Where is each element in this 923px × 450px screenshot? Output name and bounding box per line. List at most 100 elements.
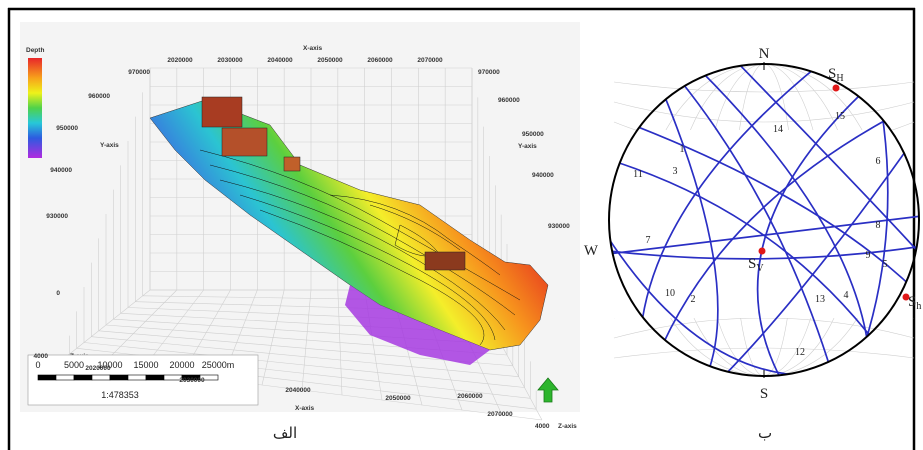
net-parallel (613, 347, 915, 359)
sh-max-label: SH (828, 66, 844, 84)
plane-label: 4 (844, 290, 849, 301)
y-tick-label: 970000 (478, 69, 500, 76)
plane-label: 9 (866, 250, 871, 261)
x-tick-label: 2030000 (217, 57, 243, 64)
scale-segment (109, 374, 129, 381)
fault-block (221, 127, 268, 157)
model-body (149, 99, 549, 351)
y-tick-label: 930000 (46, 213, 68, 220)
y-tick-label: 960000 (498, 97, 520, 104)
model-base (345, 285, 490, 365)
x-axis-title: X-axis (303, 45, 323, 52)
scale-label: 25000m (202, 360, 235, 370)
fault-block (283, 156, 301, 172)
stress-point (758, 247, 766, 255)
legend-title: Depth (26, 47, 44, 54)
panel-a: Depth X-axis X-axis Y-axis Y-axis Z-axis… (20, 22, 580, 442)
z-tick-label: 4000 (535, 423, 550, 430)
caption: الف (273, 424, 297, 442)
x-tick-label: 2070000 (417, 57, 443, 64)
great-circle (679, 79, 851, 376)
scale-segment (91, 374, 111, 381)
scale-bar: 0 5000 10000 15000 20000 25000m (35, 360, 235, 381)
frame (7, 7, 916, 450)
great-circle (849, 99, 889, 376)
y-tick-label: 970000 (128, 69, 150, 76)
great-circle (609, 244, 919, 260)
plane-label: 5 (883, 259, 888, 270)
sv-label: SV (748, 256, 764, 274)
net-meridian (673, 63, 855, 377)
y-axis-title: Y-axis (518, 143, 537, 150)
scale-label: 20000 (169, 360, 194, 370)
plane-label: 7 (646, 235, 651, 246)
scale-ratio: 1:478353 (101, 390, 139, 400)
scale-segment (37, 374, 57, 381)
south-label: S (760, 386, 768, 402)
scale-segment (73, 374, 93, 381)
net-parallel (613, 121, 915, 153)
plane-label: 14 (773, 124, 783, 135)
y-tick-label: 940000 (50, 167, 72, 174)
z-axis-title: Z-axis (558, 423, 577, 430)
great-circle (659, 84, 719, 376)
scale-label: 15000 (133, 360, 158, 370)
depth-colorbar (28, 58, 42, 158)
y-tick-label: 960000 (88, 93, 110, 100)
scale-segment (199, 374, 219, 381)
great-circle (714, 144, 911, 376)
great-circle (756, 94, 861, 376)
contours (199, 149, 521, 346)
x-tick-label: 2050000 (317, 57, 343, 64)
plane-label: 2 (691, 294, 696, 305)
north-arrow (537, 377, 559, 403)
scale-segment (127, 374, 147, 381)
stress-point (902, 293, 910, 301)
plane-label: 13 (815, 294, 825, 305)
west-label: W (584, 243, 599, 259)
x-tick-label: 2070000 (487, 411, 513, 418)
primitive-circle (608, 63, 920, 377)
net-parallel (613, 81, 915, 93)
plane-label: 12 (795, 347, 805, 358)
fault-block (201, 96, 243, 128)
plane-label: 15 (835, 111, 845, 122)
plane-label: 11 (633, 169, 643, 180)
great-circle (644, 114, 896, 376)
scale-label: 5000 (64, 360, 84, 370)
x-axis-title: X-axis (295, 405, 315, 412)
y-tick-label: 950000 (56, 125, 78, 132)
x-tick-label: 2040000 (285, 387, 311, 394)
x-tick-label: 2060000 (457, 393, 483, 400)
plane-label: 3 (673, 166, 678, 177)
x-tick-label: 2050000 (385, 395, 411, 402)
scale-segment (145, 374, 165, 381)
y-tick-label: 940000 (532, 172, 554, 179)
scale-label: 10000 (97, 360, 122, 370)
y-tick-label: 950000 (522, 131, 544, 138)
x-tick-label: 2020000 (167, 57, 193, 64)
y-axis-title: Y-axis (100, 142, 119, 149)
great-circle (639, 64, 826, 341)
y-tick-label: 930000 (548, 223, 570, 230)
x-tick-label: 2020000 (85, 365, 111, 372)
net-meridian (643, 63, 885, 377)
stress-point (832, 84, 840, 92)
plane-label: 1 (680, 144, 685, 155)
z-tick-label: 4000 (34, 353, 49, 360)
fault-block (424, 251, 466, 271)
x-tick-label: 2060000 (367, 57, 393, 64)
x-tick-label: 2030000 (179, 377, 205, 384)
plane-label: 6 (876, 156, 881, 167)
great-circle (619, 119, 919, 306)
scale-label: 0 (35, 360, 40, 370)
scale-segment (55, 374, 75, 381)
north-label: N (759, 46, 770, 62)
great-circle (734, 64, 919, 266)
caption: ب (758, 424, 772, 442)
net-meridian (703, 63, 825, 377)
plane-label: 8 (876, 220, 881, 231)
